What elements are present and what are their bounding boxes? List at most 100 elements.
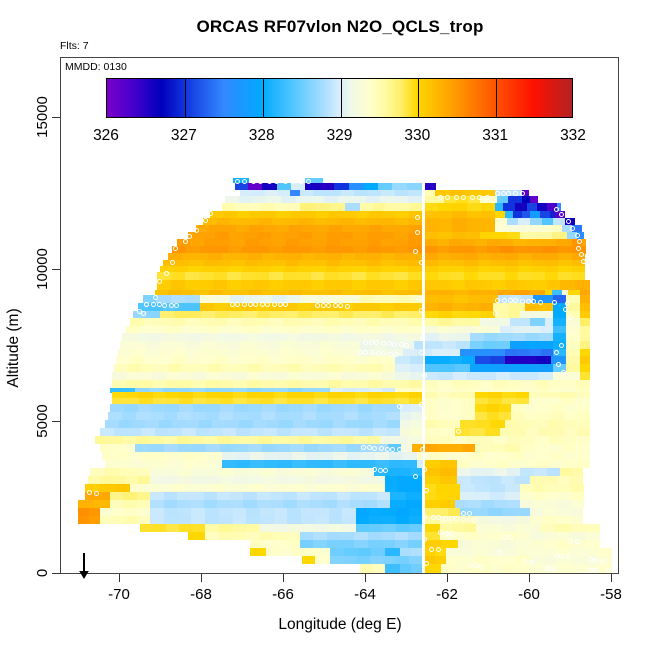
heatmap-tile <box>451 317 467 327</box>
heatmap-tile <box>160 341 174 350</box>
data-point-marker <box>298 178 304 184</box>
heatmap-tile <box>234 404 249 413</box>
heatmap-tile <box>256 492 271 501</box>
heatmap-tile <box>515 539 531 549</box>
heatmap-tile <box>262 224 277 233</box>
heatmap-tile <box>263 452 278 461</box>
data-point-marker <box>423 488 429 494</box>
heatmap-tile <box>313 190 328 197</box>
heatmap-tile <box>507 380 522 389</box>
heatmap-tile <box>531 253 546 261</box>
data-point-marker <box>467 562 473 568</box>
heatmap-tile <box>550 459 564 469</box>
heatmap-tile <box>78 516 90 525</box>
heatmap-tile <box>331 444 347 453</box>
heatmap-tile <box>409 355 426 365</box>
heatmap-tile <box>464 524 477 533</box>
heatmap-tile <box>85 492 98 501</box>
heatmap-tile <box>313 238 327 247</box>
data-point-marker <box>383 468 389 474</box>
heatmap-tile <box>137 404 152 413</box>
heatmap-tile <box>351 196 367 204</box>
heatmap-tile <box>367 238 382 247</box>
heatmap-tile <box>331 483 346 493</box>
heatmap-tile <box>352 272 367 281</box>
heatmap-tile <box>440 459 458 469</box>
heatmap-tile <box>266 341 281 350</box>
heatmap-tile <box>360 295 373 304</box>
heatmap-tile <box>258 295 273 304</box>
heatmap-tile <box>543 476 557 485</box>
heatmap-tile <box>243 500 258 509</box>
heatmap-tile <box>532 279 547 291</box>
data-point-marker <box>253 302 259 308</box>
heatmap-tile <box>529 539 545 549</box>
heatmap-tile <box>89 516 101 525</box>
heatmap-tile <box>408 290 423 296</box>
heatmap-tile <box>409 483 423 493</box>
heatmap-tile <box>319 420 334 429</box>
heatmap-tile <box>228 266 244 273</box>
heatmap-tile <box>283 492 298 501</box>
heatmap-tile <box>328 507 343 517</box>
heatmap-tile <box>363 183 379 191</box>
heatmap-tile <box>331 428 346 437</box>
heatmap-tile <box>430 452 445 461</box>
heatmap-tile <box>381 364 396 373</box>
heatmap-tile <box>438 311 453 319</box>
heatmap-tile <box>467 372 482 381</box>
heatmap-tile <box>230 435 245 445</box>
data-point-marker <box>466 510 472 516</box>
heatmap-tile <box>329 476 344 485</box>
heatmap-tile <box>301 507 316 517</box>
heatmap-tile <box>571 272 586 281</box>
heatmap-tile <box>532 500 546 509</box>
heatmap-tile <box>414 341 429 350</box>
heatmap-tile <box>273 392 288 399</box>
data-point-marker <box>375 351 381 356</box>
heatmap-tile <box>358 404 373 413</box>
heatmap-tile <box>137 476 151 485</box>
data-point-marker <box>564 300 570 306</box>
heatmap-tile <box>206 372 221 381</box>
heatmap-tile <box>283 303 298 312</box>
heatmap-tile <box>341 392 355 399</box>
heatmap-tile <box>408 556 423 565</box>
heatmap-tile <box>385 548 401 557</box>
heatmap-tile <box>342 224 356 233</box>
heatmap-tile <box>380 317 395 327</box>
descent-arrow-icon <box>79 553 89 579</box>
heatmap-tile <box>557 563 572 573</box>
heatmap-tile <box>576 411 591 421</box>
heatmap-tile <box>206 404 221 413</box>
heatmap-tile <box>240 341 254 350</box>
heatmap-tile <box>395 380 409 389</box>
heatmap-tile <box>565 355 581 365</box>
heatmap-tile <box>397 483 411 493</box>
heatmap-tile <box>524 341 540 350</box>
heatmap-tile <box>381 253 396 261</box>
heatmap-tile <box>518 266 532 273</box>
heatmap-tile <box>285 435 300 445</box>
heatmap-tile <box>226 272 242 281</box>
heatmap-tile <box>235 290 249 296</box>
heatmap-tile <box>212 349 227 357</box>
heatmap-tile <box>451 279 466 291</box>
heatmap-tile <box>198 349 213 357</box>
heatmap-tile <box>157 279 172 291</box>
heatmap-tile <box>126 326 140 334</box>
heatmap-tile <box>301 253 316 261</box>
heatmap-tile <box>548 444 563 453</box>
heatmap-tile <box>127 428 142 437</box>
heatmap-tile <box>437 266 452 273</box>
heatmap-tile <box>249 452 265 461</box>
heatmap-tile <box>489 420 506 429</box>
heatmap-tile <box>260 203 275 212</box>
heatmap-tile <box>511 364 526 373</box>
data-point-marker <box>421 513 427 519</box>
heatmap-tile <box>533 295 554 304</box>
heatmap-tile <box>346 420 361 429</box>
heatmap-tile <box>501 507 517 517</box>
heatmap-tile <box>165 404 180 413</box>
heatmap-tile <box>346 468 361 477</box>
